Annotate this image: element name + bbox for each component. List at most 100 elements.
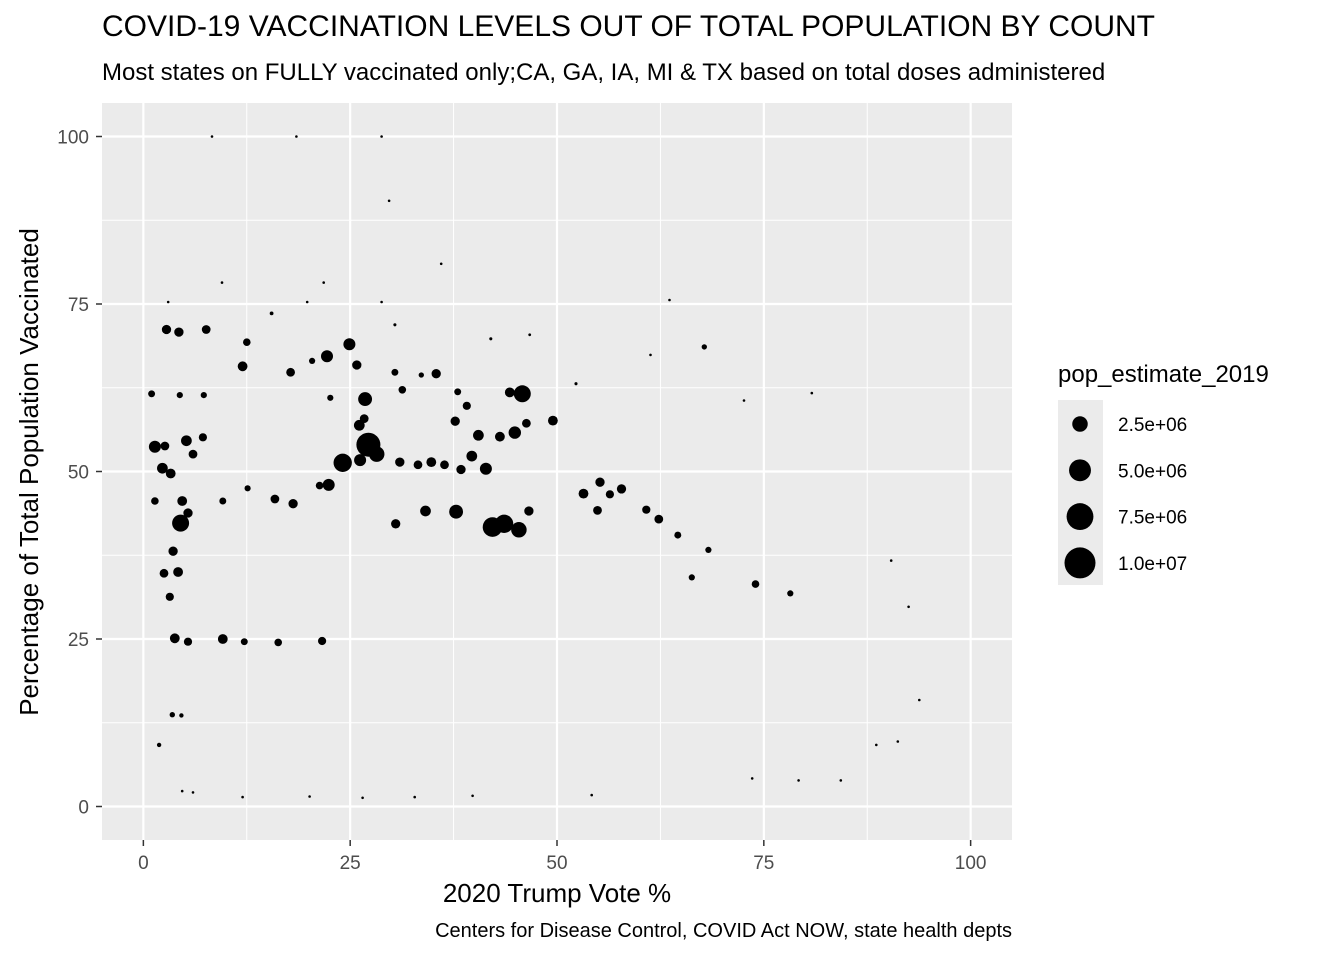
data-point <box>668 298 671 302</box>
data-point <box>200 392 207 399</box>
data-point <box>918 698 921 702</box>
data-point <box>380 300 383 304</box>
data-point <box>288 499 298 509</box>
data-point <box>605 490 615 499</box>
data-point <box>210 135 214 138</box>
data-point <box>179 713 184 718</box>
data-points <box>148 135 921 800</box>
data-point <box>593 506 602 515</box>
x-axis-title: 2020 Trump Vote % <box>443 878 671 908</box>
data-point <box>398 386 407 394</box>
y-axis: 0 25 50 75 100 <box>57 128 102 819</box>
data-point <box>308 795 311 798</box>
data-point <box>548 415 558 426</box>
data-point <box>528 333 532 337</box>
x-tick-label: 25 <box>340 853 361 874</box>
data-point <box>578 488 589 499</box>
legend-label: 5.0e+06 <box>1118 461 1187 482</box>
data-point <box>907 605 910 609</box>
data-point <box>156 742 162 748</box>
data-point <box>358 392 373 407</box>
legend-label: 1.0e+07 <box>1118 554 1187 575</box>
data-point <box>333 453 352 472</box>
data-point <box>479 462 492 475</box>
data-point <box>454 388 462 396</box>
data-point <box>352 360 362 370</box>
data-point <box>462 401 471 410</box>
data-point <box>217 634 228 644</box>
legend-title: pop_estimate_2019 <box>1058 361 1269 388</box>
data-point <box>165 468 176 479</box>
data-point <box>157 462 168 474</box>
data-point <box>183 637 193 646</box>
data-point <box>165 592 174 601</box>
x-tick-label: 0 <box>138 853 149 874</box>
data-point <box>413 795 417 799</box>
data-point <box>309 357 316 364</box>
data-point <box>343 338 356 351</box>
data-point <box>322 281 326 284</box>
chart-caption: Centers for Disease Control, COVID Act N… <box>435 920 1012 942</box>
data-point <box>315 481 324 490</box>
data-point <box>286 367 295 377</box>
data-point <box>191 791 195 794</box>
grid-major <box>102 103 1012 840</box>
data-point <box>810 391 814 395</box>
data-point <box>327 394 334 401</box>
data-point <box>450 416 460 426</box>
data-point <box>449 504 464 519</box>
data-point <box>426 457 437 467</box>
data-point <box>751 580 760 588</box>
legend-label: 2.5e+06 <box>1118 415 1187 436</box>
data-point <box>181 435 192 447</box>
data-point <box>787 590 794 597</box>
data-point <box>322 478 335 491</box>
data-point <box>354 454 367 467</box>
data-point <box>896 740 900 743</box>
data-point <box>159 568 169 578</box>
data-point <box>166 300 170 304</box>
data-point <box>391 368 399 376</box>
data-point <box>674 531 682 539</box>
data-point <box>241 795 244 799</box>
y-tick-label: 100 <box>57 128 89 149</box>
data-point <box>875 743 878 747</box>
data-point <box>169 712 175 718</box>
data-point <box>240 638 248 646</box>
data-point <box>797 779 800 782</box>
data-point <box>387 199 391 203</box>
data-point <box>295 135 298 138</box>
data-point <box>188 449 198 459</box>
data-point <box>456 464 466 475</box>
data-point <box>353 419 365 431</box>
data-point <box>174 327 184 337</box>
data-point <box>839 779 843 782</box>
data-point <box>420 505 431 517</box>
data-point <box>219 497 227 505</box>
data-point <box>305 300 309 304</box>
data-point <box>177 496 188 506</box>
data-point <box>395 457 405 467</box>
data-point <box>522 418 531 428</box>
data-point <box>148 390 156 398</box>
data-point <box>151 497 159 505</box>
data-point <box>701 344 707 350</box>
data-point <box>269 311 274 316</box>
chart-title: COVID-19 VACCINATION LEVELS OUT OF TOTAL… <box>102 10 1156 43</box>
data-point <box>393 323 397 327</box>
data-point <box>201 325 211 334</box>
data-point <box>198 433 207 442</box>
data-point <box>318 636 327 646</box>
data-point <box>160 441 170 451</box>
data-point <box>148 440 161 453</box>
y-axis-title: Percentage of Total Population Vaccinate… <box>14 228 44 716</box>
y-tick-label: 25 <box>68 630 89 651</box>
data-point <box>243 338 251 347</box>
data-point <box>473 429 484 441</box>
data-point <box>161 324 172 335</box>
data-point <box>176 392 183 399</box>
legend-key <box>1069 459 1091 482</box>
data-point <box>466 450 478 462</box>
data-point <box>244 485 251 492</box>
y-tick-label: 0 <box>78 798 89 819</box>
